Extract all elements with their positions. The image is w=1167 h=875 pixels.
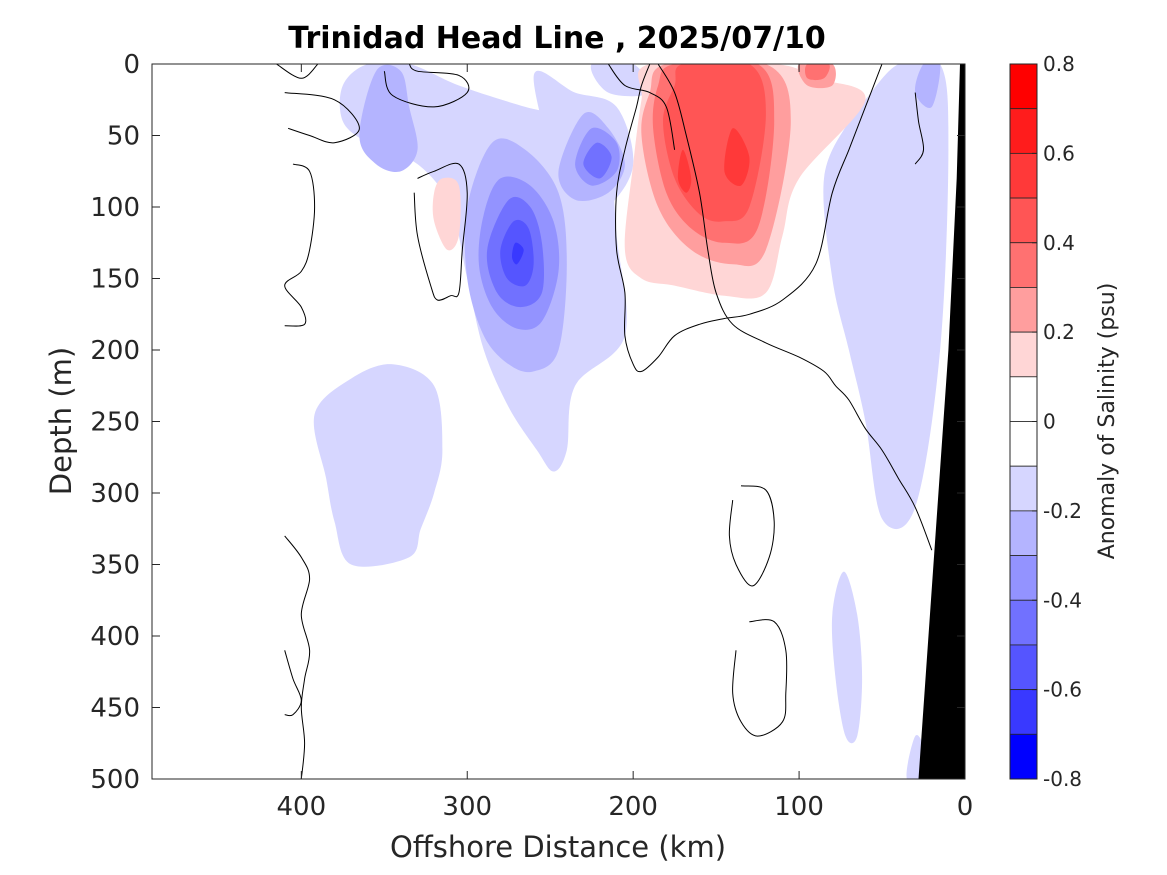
colorbar-tick-label: -0.2: [1043, 499, 1082, 523]
contour-region: [831, 571, 863, 744]
colorbar-swatch: [1009, 376, 1038, 422]
zero-contour-line: [383, 64, 470, 108]
colorbar-swatch: [1009, 152, 1038, 199]
zero-contour-line: [914, 92, 925, 165]
zero-contour-line: [276, 64, 319, 79]
colorbar-swatch: [1009, 63, 1038, 110]
colorbar-tick-label: -0.4: [1043, 588, 1082, 612]
zero-contour-line: [284, 535, 311, 779]
zero-contour-line: [615, 64, 883, 373]
x-axis-label: Offshore Distance (km): [390, 830, 726, 864]
zero-contour-line: [284, 92, 360, 144]
x-tick-label: 0: [957, 792, 974, 822]
chart-title: Trinidad Head Line , 2025/07/10: [288, 21, 825, 56]
x-axis-ticks: 400 300 200 100 0: [277, 64, 974, 822]
y-tick-label: 350: [90, 551, 140, 581]
contour-region: [805, 64, 830, 81]
x-tick-label: 300: [442, 792, 492, 822]
zero-contour-line: [607, 64, 676, 150]
colorbar-tick-label: 0.6: [1043, 141, 1075, 165]
colorbar: 0.8 0.6 0.4 0.2 0 -0.2 -0.4 -0.6 -0.8 Anomaly of…: [1009, 52, 1120, 791]
contour-region: [359, 64, 418, 173]
colorbar-swatch: [1009, 644, 1038, 691]
colorbar-tick-label: -0.6: [1043, 678, 1082, 702]
zero-contour-line: [284, 163, 316, 327]
seafloor-mask: [918, 64, 965, 779]
zero-contour-line: [732, 619, 788, 737]
colorbar-swatch: [1009, 510, 1038, 556]
y-tick-label: 300: [90, 479, 140, 509]
y-tick-label: 500: [90, 765, 140, 795]
colorbar-tick-label: 0: [1043, 410, 1056, 434]
colorbar-tick-label: -0.8: [1043, 767, 1082, 791]
colorbar-swatch: [1009, 689, 1038, 735]
x-tick-label: 400: [277, 792, 327, 822]
zero-contour-line: [284, 650, 302, 717]
colorbar-swatch: [1009, 108, 1038, 154]
colorbar-ticks: 0.8 0.6 0.4 0.2 0 -0.2 -0.4 -0.6 -0.8: [1032, 52, 1082, 791]
contour-region: [313, 364, 443, 567]
contour-region: [511, 242, 524, 265]
zero-contour-line: [728, 485, 775, 587]
colorbar-swatch: [1009, 555, 1038, 601]
colorbar-swatch: [1009, 242, 1038, 288]
contour-region: [914, 64, 941, 108]
y-tick-label: 150: [90, 265, 140, 295]
contour-region: [724, 128, 750, 187]
colorbar-swatch: [1009, 599, 1038, 646]
y-tick-label: 250: [90, 408, 140, 438]
y-axis-ticks: 0 50 100 150 200 250 300 350 400 450 500: [90, 50, 965, 795]
colorbar-tick-label: 0.4: [1043, 231, 1075, 255]
colorbar-swatch: [1009, 733, 1038, 780]
x-tick-label: 200: [608, 792, 658, 822]
colorbar-tick-label: 0.8: [1043, 52, 1075, 76]
y-tick-label: 0: [123, 50, 140, 80]
y-tick-label: 100: [90, 193, 140, 223]
y-tick-label: 50: [107, 122, 140, 152]
colorbar-swatch: [1009, 287, 1038, 333]
contour-region: [823, 64, 949, 529]
colorbar-label: Anomaly of Salinity (psu): [1095, 283, 1120, 560]
y-axis-label: Depth (m): [44, 347, 78, 495]
zero-contour-line: [657, 64, 933, 551]
contour-region: [432, 177, 461, 251]
contour-region: [677, 149, 692, 193]
colorbar-swatch: [1009, 331, 1038, 378]
y-tick-label: 400: [90, 622, 140, 652]
x-tick-label: 100: [774, 792, 824, 822]
plot-area: 400 300 200 100 0 0 50 100 150 200 250 300 350 400 45…: [90, 50, 973, 822]
colorbar-swatch: [1009, 465, 1038, 512]
zero-contour-line: [413, 162, 468, 301]
zero-contour-lines: [276, 64, 933, 779]
filled-contours: [313, 64, 949, 779]
contour-region: [590, 64, 651, 97]
colorbar-tick-label: 0.2: [1043, 320, 1075, 344]
colorbar-swatch: [1009, 197, 1038, 244]
seafloor: [918, 64, 965, 779]
y-tick-label: 200: [90, 336, 140, 366]
y-tick-label: 450: [90, 694, 140, 724]
contour-region: [583, 142, 612, 179]
colorbar-swatch: [1009, 421, 1038, 467]
